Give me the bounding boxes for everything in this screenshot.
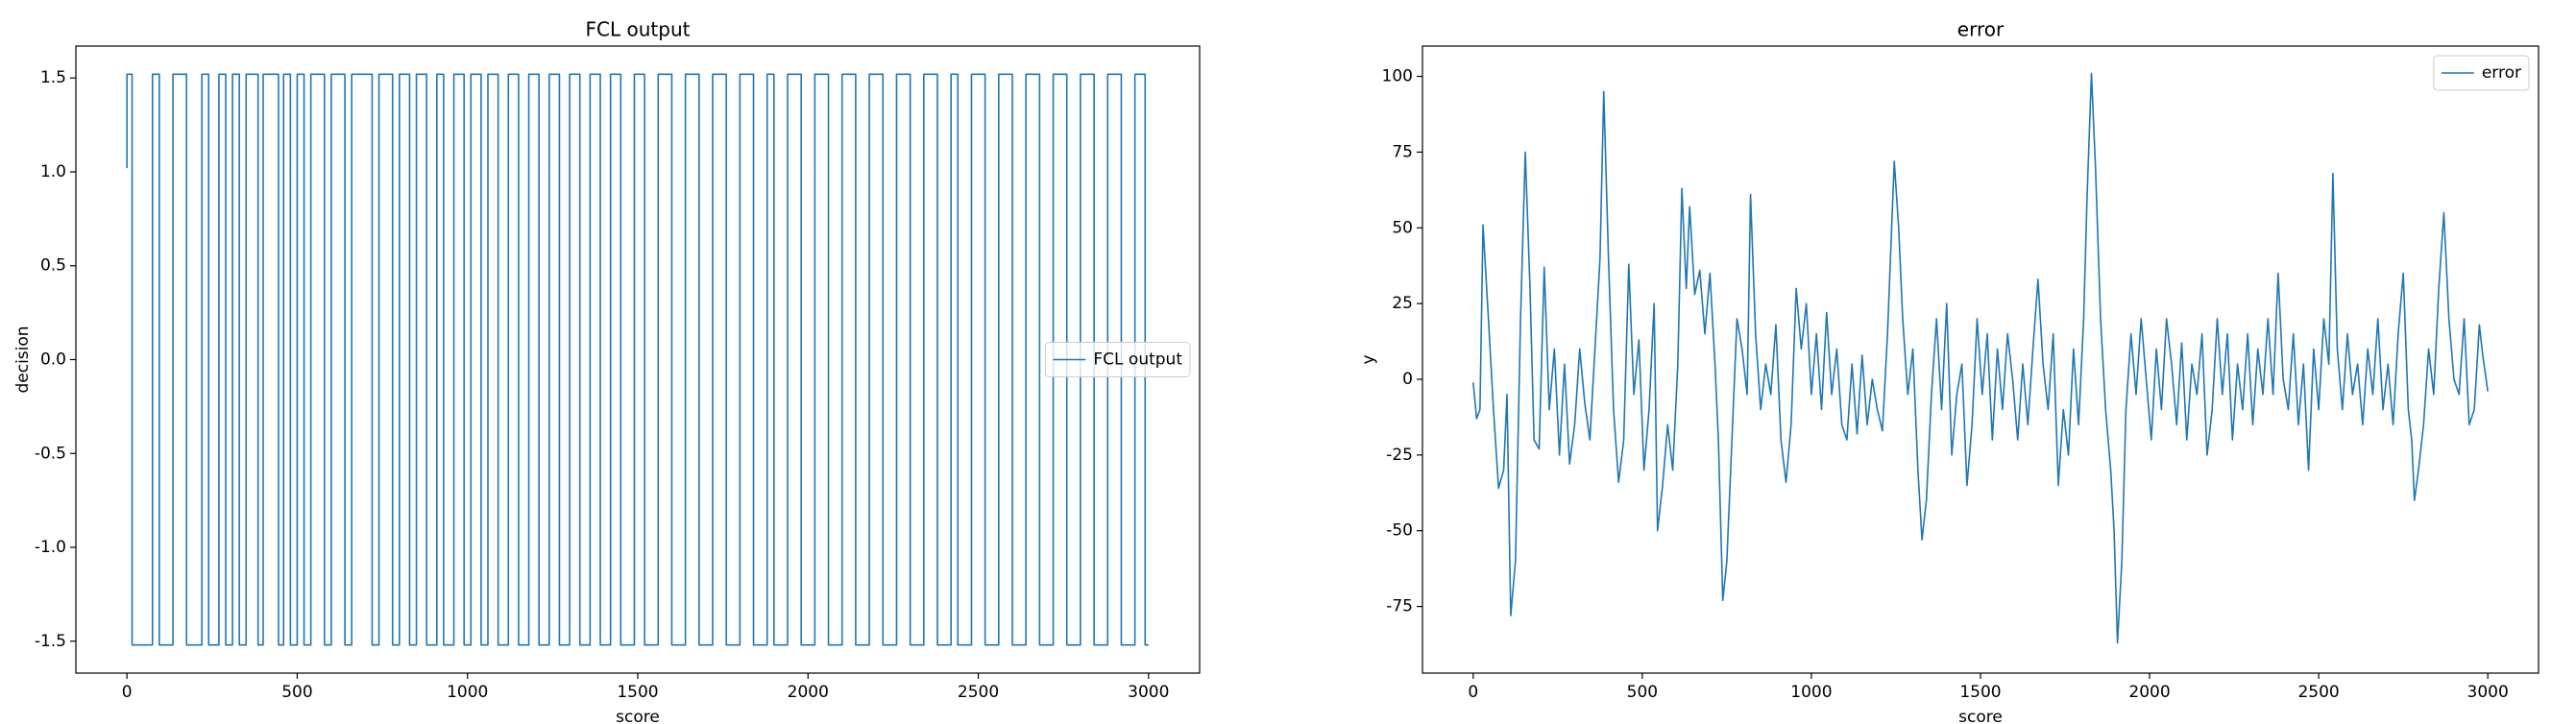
y-tick-label: -25 xyxy=(1386,446,1413,465)
data-line xyxy=(126,73,1149,646)
x-tick-label: 500 xyxy=(1627,683,1658,702)
x-tick-label: 1000 xyxy=(1790,683,1832,702)
x-tick-label: 1500 xyxy=(1959,683,2001,702)
legend-box xyxy=(2433,55,2530,91)
x-tick-label: 0 xyxy=(1468,683,1478,702)
legend-label: error xyxy=(2482,63,2521,83)
x-tick-label: 1500 xyxy=(617,683,658,702)
y-tick-label: 100 xyxy=(1382,67,1413,86)
legend-box xyxy=(1044,342,1191,377)
x-tick-label: 3000 xyxy=(1128,683,1169,702)
y-tick-label: 1.5 xyxy=(40,68,66,87)
x-tick-label: 1000 xyxy=(447,683,488,702)
y-tick-label: 1.0 xyxy=(40,162,66,181)
chart-title: error xyxy=(1957,18,2005,41)
y-tick-label: 25 xyxy=(1392,294,1413,313)
y-tick-label: -1.0 xyxy=(35,538,66,557)
x-tick-label: 3000 xyxy=(2467,683,2509,702)
x-tick-label: 2000 xyxy=(788,683,829,702)
x-axis-label: score xyxy=(616,708,660,724)
x-tick-label: 2500 xyxy=(958,683,999,702)
x-tick-label: 0 xyxy=(122,683,133,702)
x-tick-label: 500 xyxy=(281,683,312,702)
x-tick-label: 2000 xyxy=(2128,683,2170,702)
y-tick-label: -50 xyxy=(1386,521,1413,541)
y-tick-label: -1.5 xyxy=(35,632,66,651)
y-axis-label: decision xyxy=(13,326,33,393)
y-axis-label: y xyxy=(1359,354,1378,364)
y-tick-label: 0.5 xyxy=(40,256,66,276)
x-tick-label: 2500 xyxy=(2297,683,2339,702)
y-tick-label: 50 xyxy=(1392,218,1413,237)
y-tick-label: -75 xyxy=(1386,597,1413,616)
x-axis-label: score xyxy=(1958,708,2003,724)
y-tick-label: 75 xyxy=(1392,142,1413,161)
y-tick-label: 0.0 xyxy=(40,350,66,370)
chart-title: FCL output xyxy=(586,18,691,41)
y-tick-label: -0.5 xyxy=(35,444,66,463)
axes-frame xyxy=(75,45,1201,674)
legend-label: FCL output xyxy=(1093,350,1182,370)
y-tick-label: 0 xyxy=(1402,370,1413,389)
data-line xyxy=(1472,72,2489,644)
